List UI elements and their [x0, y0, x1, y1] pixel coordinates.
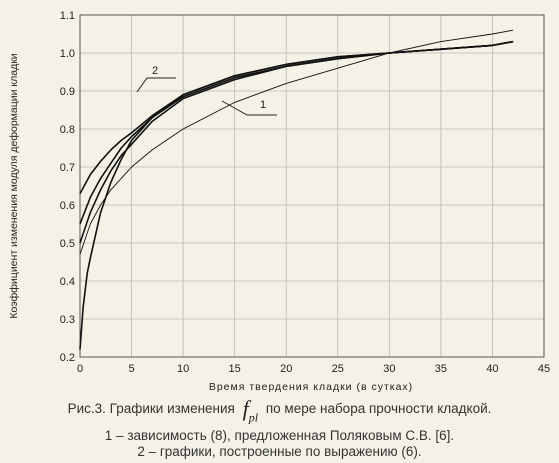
annotation-2-leader — [136, 77, 176, 93]
series-group — [79, 29, 514, 350]
x-tick-label: 10 — [177, 363, 189, 375]
annotation-1-label: 1 — [260, 99, 266, 111]
caption-legend-1: 1 – зависимость (8), предложенная Поляко… — [104, 428, 455, 443]
x-tick-label: 20 — [280, 363, 292, 375]
grid — [79, 14, 545, 358]
x-tick-label: 0 — [77, 363, 83, 375]
y-tick-label: 0.8 — [60, 124, 75, 136]
y-tick-label: 0.6 — [60, 200, 75, 212]
y-tick-label: 0.2 — [60, 352, 75, 364]
x-tick-label: 25 — [332, 363, 344, 375]
chart: 0.2 0.3 0.4 0.5 0.6 0.7 0.8 0.9 1.0 1.1 0 5 10 15 20 2… — [8, 10, 550, 393]
y-tick-label: 0.7 — [60, 162, 75, 174]
series-1-line-0 — [79, 29, 514, 255]
annotation-2-label: 2 — [152, 65, 158, 77]
x-tick-label: 35 — [435, 363, 447, 375]
y-tick-label: 1.1 — [60, 10, 75, 22]
caption-suffix: по мере набора прочности кладкой. — [265, 401, 492, 416]
figure-caption: Рис.3. Графики изменения fpl по мере наб… — [0, 396, 559, 425]
y-tick-label: 0.3 — [60, 314, 75, 326]
x-tick-label: 5 — [128, 363, 134, 375]
annotation-1-leader — [221, 100, 277, 116]
x-tick-labels: 0 5 10 15 20 25 30 35 40 45 — [77, 363, 550, 375]
x-tick-label: 40 — [486, 363, 498, 375]
series-2-line-4 — [79, 40, 514, 194]
caption-prefix: Рис.3. Графики изменения — [67, 401, 235, 416]
caption-legend-2: 2 – графики, построенные по выражению (6… — [137, 444, 422, 459]
y-tick-labels: 0.2 0.3 0.4 0.5 0.6 0.7 0.8 0.9 1.0 1.1 — [60, 10, 75, 364]
series-2-line-1 — [79, 40, 514, 350]
x-tick-label: 45 — [538, 363, 550, 375]
fpl-symbol: fpl — [242, 396, 259, 425]
y-tick-label: 1.0 — [60, 48, 75, 60]
series-2-line-3 — [79, 40, 514, 225]
y-tick-label: 0.4 — [60, 276, 75, 288]
x-tick-label: 30 — [383, 363, 395, 375]
x-axis-label: Время твердения кладки (в сутках) — [209, 381, 413, 393]
x-tick-label: 15 — [229, 363, 241, 375]
series-2-line-2 — [79, 40, 514, 244]
y-tick-label: 0.9 — [60, 86, 75, 98]
y-axis-label: Коэффициент изменения модуля деформации … — [8, 53, 20, 318]
plot-frame — [79, 14, 545, 358]
y-tick-label: 0.5 — [60, 238, 75, 250]
